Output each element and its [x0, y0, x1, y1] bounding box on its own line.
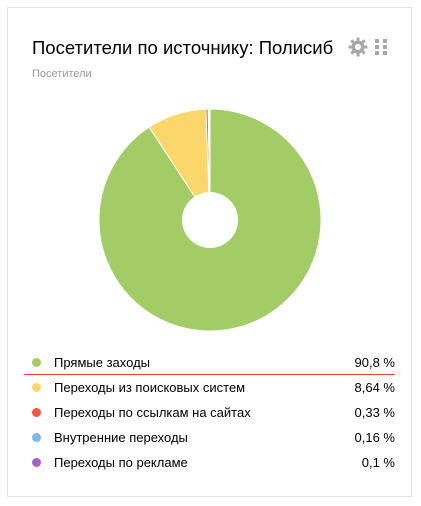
- legend-item[interactable]: Переходы из поисковых систем 8,64 %: [24, 375, 395, 400]
- legend-label: Переходы по ссылкам на сайтах: [54, 404, 251, 420]
- gear-icon[interactable]: [348, 37, 368, 57]
- legend-item[interactable]: Внутренние переходы 0,16 %: [24, 425, 395, 450]
- donut-chart: [98, 108, 322, 332]
- legend-value: 90,8 %: [354, 355, 395, 370]
- widget-title: Посетители по источнику: Полисиб: [32, 37, 334, 58]
- legend-label: Внутренние переходы: [54, 429, 188, 445]
- legend-dot-icon: [32, 432, 41, 442]
- legend-value: 0,33 %: [354, 404, 395, 420]
- legend-value: 0,1 %: [361, 454, 395, 470]
- legend-value: 0,16 %: [354, 429, 395, 445]
- legend-item[interactable]: Прямые заходы 90,8 %: [24, 350, 395, 375]
- legend-label: Переходы из поисковых систем: [54, 379, 246, 395]
- widget-subtitle: Посетители: [32, 68, 92, 80]
- legend-dot-icon: [32, 407, 41, 417]
- legend-dot-icon: [32, 457, 41, 467]
- chart-legend: Прямые заходы 90,8 % Переходы из поисковых…: [24, 350, 395, 475]
- legend-dot-icon: [32, 358, 41, 367]
- donut-hole: [182, 192, 238, 248]
- legend-dot-icon: [32, 382, 41, 392]
- legend-label: Прямые заходы: [54, 355, 151, 370]
- widget-card: Посетители по источнику: Полисиб Посетит…: [7, 7, 412, 497]
- drag-handle-icon[interactable]: [374, 38, 388, 56]
- legend-value: 8,64 %: [354, 379, 395, 395]
- legend-label: Переходы по рекламе: [54, 454, 188, 470]
- legend-item[interactable]: Переходы по ссылкам на сайтах 0,33 %: [24, 400, 395, 425]
- legend-item[interactable]: Переходы по рекламе 0,1 %: [24, 450, 395, 475]
